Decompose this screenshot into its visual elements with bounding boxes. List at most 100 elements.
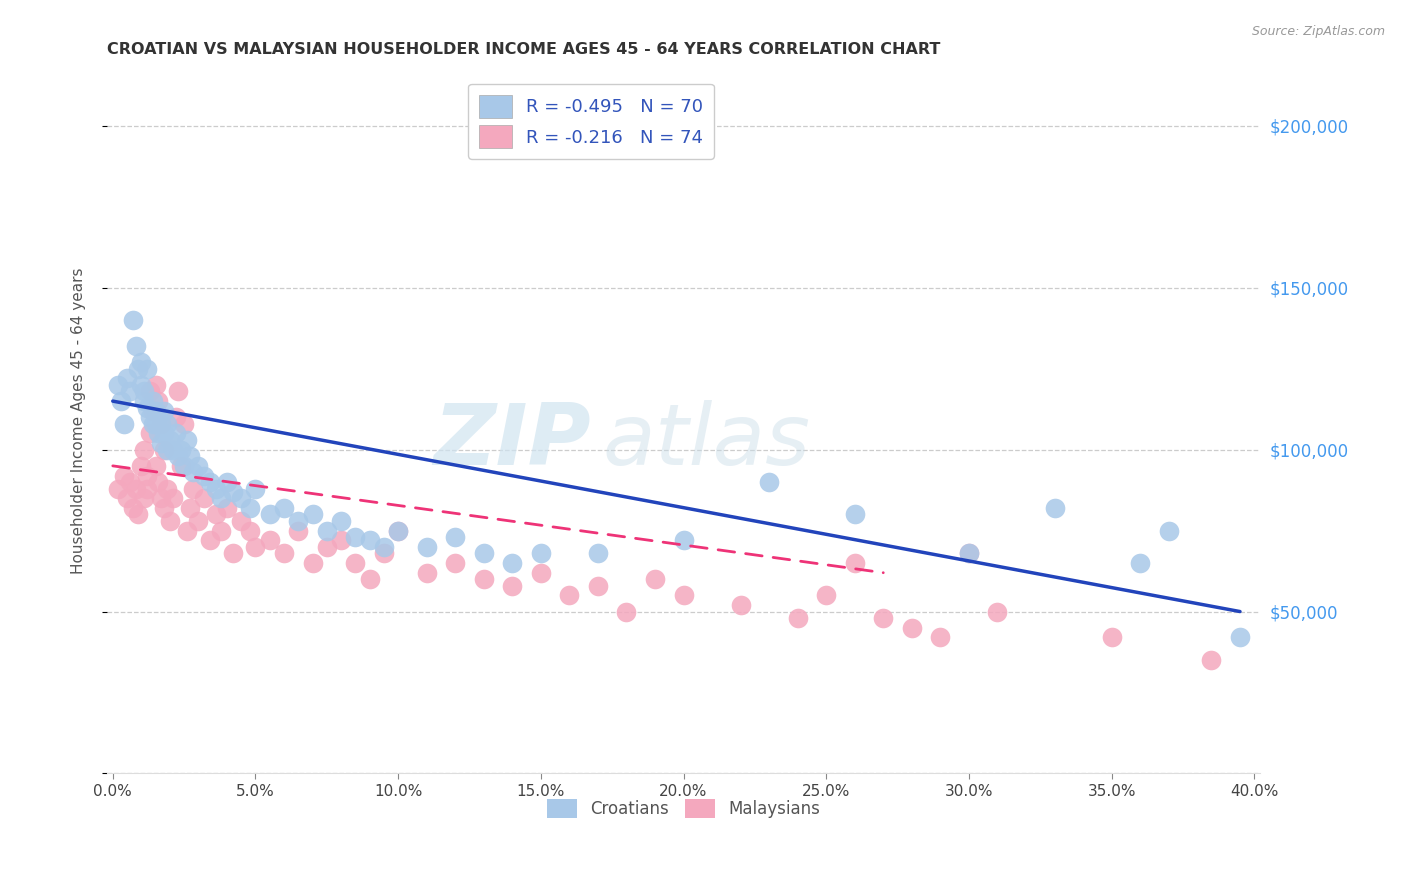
Point (156, 417, 179, 431)
Point (162, 491, 184, 506)
Point (139, 426, 162, 441)
Point (118, 384, 141, 399)
Point (586, 579, 609, 593)
Point (444, 530, 467, 544)
Point (901, 621, 924, 635)
Point (315, 524, 337, 538)
Point (148, 475, 170, 489)
Point (145, 458, 167, 473)
Point (204, 482, 226, 496)
Point (118, 475, 141, 489)
Point (153, 442, 176, 457)
Point (131, 458, 153, 473)
Point (173, 417, 195, 431)
Point (139, 384, 162, 399)
Point (644, 572, 666, 586)
Point (159, 514, 181, 528)
Point (929, 631, 952, 645)
Point (148, 394, 170, 409)
Point (121, 313, 143, 327)
Y-axis label: Householder Income Ages 45 - 64 years: Householder Income Ages 45 - 64 years (72, 268, 86, 574)
Text: ZIP: ZIP (433, 401, 592, 483)
Point (153, 500, 176, 515)
Point (330, 514, 353, 528)
Point (193, 468, 215, 483)
Point (215, 475, 238, 489)
Point (259, 508, 281, 522)
Point (150, 491, 173, 506)
Point (134, 491, 156, 506)
Point (150, 436, 173, 450)
Point (415, 540, 437, 554)
Point (239, 500, 262, 515)
Point (127, 361, 149, 376)
Point (444, 556, 467, 570)
Point (145, 404, 167, 418)
Point (672, 588, 695, 602)
Point (301, 556, 323, 570)
Point (1229, 631, 1251, 645)
Point (134, 384, 156, 399)
Point (273, 546, 295, 560)
Point (472, 546, 495, 560)
Point (148, 426, 170, 441)
Point (844, 556, 866, 570)
Point (231, 491, 253, 506)
Point (179, 449, 201, 463)
Point (209, 491, 232, 506)
Point (142, 394, 165, 409)
Point (221, 546, 243, 560)
Point (142, 404, 165, 418)
Point (136, 361, 159, 376)
Point (616, 605, 638, 619)
Point (245, 540, 267, 554)
Point (131, 378, 153, 392)
Point (112, 417, 135, 431)
Point (344, 530, 367, 544)
Point (107, 378, 129, 392)
Point (387, 524, 409, 538)
Point (501, 579, 523, 593)
Point (198, 475, 221, 489)
Point (176, 433, 198, 447)
Point (181, 482, 204, 496)
Point (204, 508, 226, 522)
Point (139, 410, 162, 425)
Point (159, 433, 181, 447)
Point (121, 500, 143, 515)
Point (287, 514, 309, 528)
Point (209, 524, 232, 538)
Point (136, 468, 159, 483)
Point (672, 533, 695, 548)
Point (153, 426, 176, 441)
Point (957, 546, 980, 560)
Point (1043, 500, 1066, 515)
Point (187, 514, 209, 528)
Point (156, 442, 179, 457)
Point (110, 394, 132, 409)
Point (1157, 524, 1180, 538)
Point (187, 458, 209, 473)
Point (786, 611, 808, 625)
Point (112, 468, 135, 483)
Point (530, 566, 553, 580)
Legend: Croatians, Malaysians: Croatians, Malaysians (540, 792, 827, 825)
Point (145, 417, 167, 431)
Point (330, 533, 353, 548)
Point (301, 508, 323, 522)
Point (142, 417, 165, 431)
Point (239, 524, 262, 538)
Point (131, 355, 153, 369)
Point (373, 540, 395, 554)
Point (530, 546, 553, 560)
Point (221, 484, 243, 499)
Point (136, 401, 159, 415)
Point (415, 566, 437, 580)
Point (359, 572, 381, 586)
Point (136, 482, 159, 496)
Point (844, 508, 866, 522)
Point (359, 533, 381, 548)
Point (815, 588, 838, 602)
Point (145, 378, 167, 392)
Point (1201, 653, 1223, 667)
